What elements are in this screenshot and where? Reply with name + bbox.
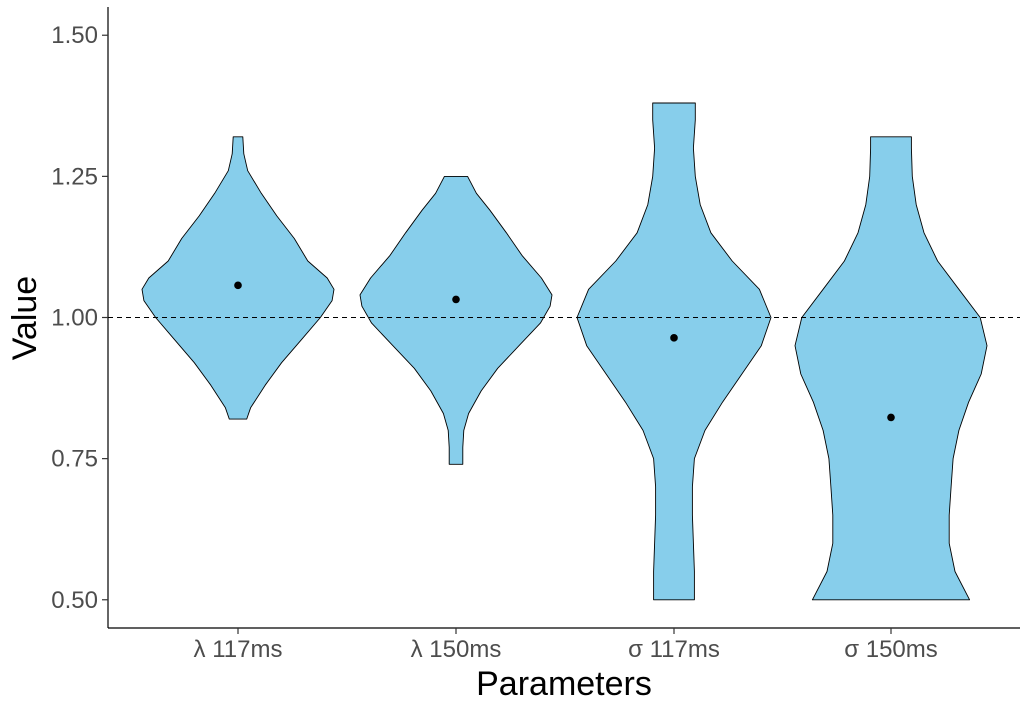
y-axis-title: Value — [6, 276, 44, 360]
x-tick-label: λ 117ms — [194, 636, 283, 663]
median-point-1 — [234, 281, 242, 290]
violin-4 — [794, 136, 988, 601]
y-tick-label: 0.50 — [51, 587, 98, 614]
violin-2 — [359, 175, 553, 465]
median-point-2 — [452, 295, 460, 304]
y-tick-label: 0.75 — [51, 446, 98, 473]
x-ticks: λ 117ms λ 150ms σ 117ms σ 150ms — [194, 628, 938, 663]
y-tick-label: 1.25 — [51, 163, 98, 190]
y-tick-label: 1.00 — [51, 305, 98, 332]
x-axis-title: Parameters — [476, 665, 652, 703]
x-tick-label: σ 117ms — [628, 636, 720, 663]
median-point-4 — [887, 413, 895, 422]
y-tick-label: 1.50 — [51, 22, 98, 49]
x-tick-label: σ 150ms — [844, 636, 938, 663]
y-ticks: 0.50 0.75 1.00 1.25 1.50 — [51, 22, 108, 614]
median-point-3 — [670, 334, 678, 342]
violins-layer — [141, 102, 988, 601]
x-tick-label: λ 150ms — [411, 636, 502, 663]
violin-1 — [141, 136, 335, 420]
median-points-layer — [234, 281, 895, 422]
violin-3 — [576, 102, 772, 601]
